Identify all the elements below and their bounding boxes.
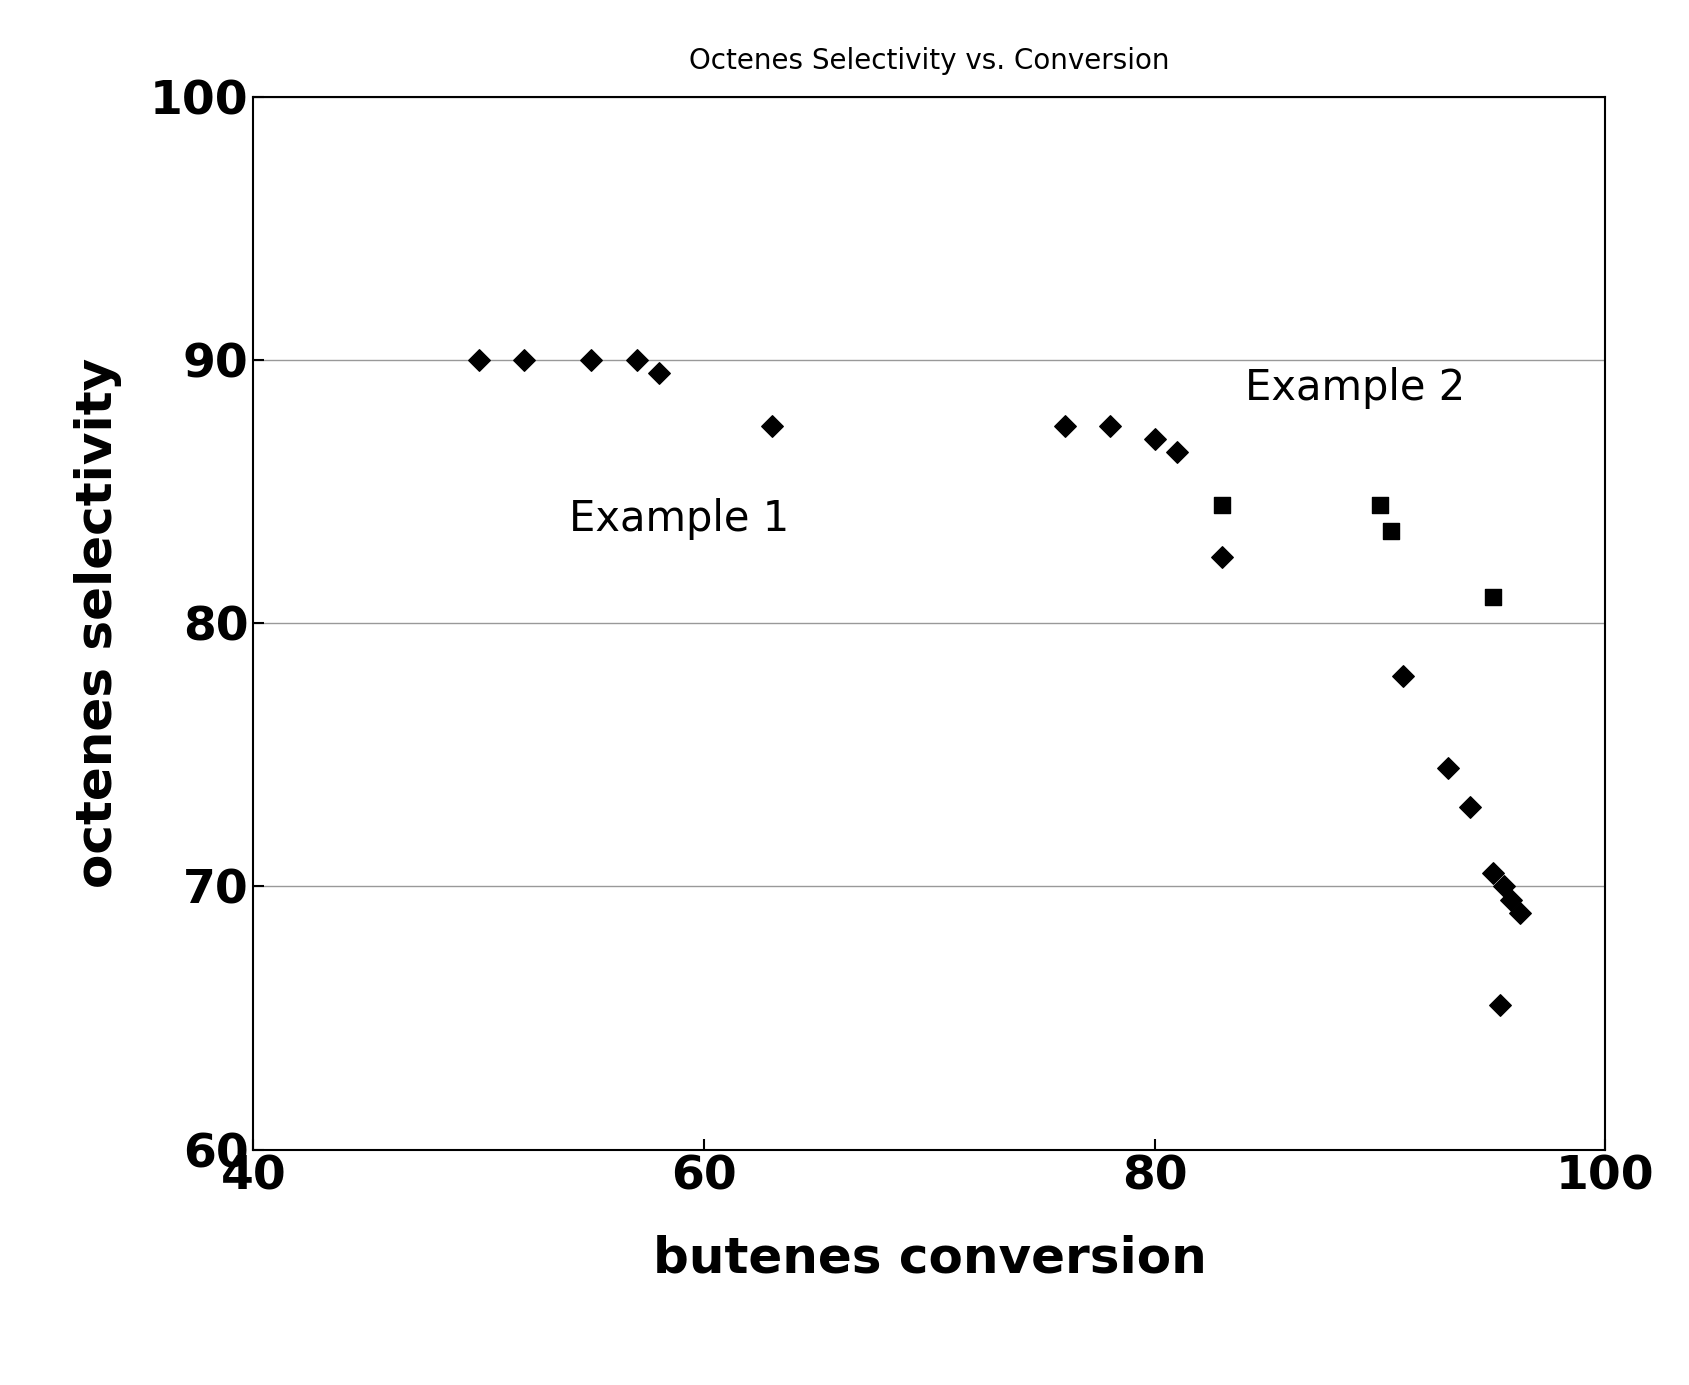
Point — [1490, 875, 1517, 897]
Point — [1456, 796, 1483, 819]
Point — [1164, 440, 1191, 463]
Point — [1478, 861, 1505, 885]
Point — [1505, 902, 1532, 924]
X-axis label: butenes conversion: butenes conversion — [652, 1234, 1206, 1283]
Point — [1140, 428, 1167, 450]
Point — [1434, 758, 1461, 780]
Text: Example 1: Example 1 — [569, 499, 789, 540]
Point — [1485, 993, 1512, 1015]
Point — [1366, 494, 1393, 517]
Point — [1208, 494, 1235, 517]
Point — [623, 349, 650, 371]
Point — [1388, 665, 1415, 687]
Point — [510, 349, 537, 371]
Point — [464, 349, 491, 371]
Point — [578, 349, 605, 371]
Point — [1051, 414, 1078, 436]
Point — [1208, 547, 1235, 569]
Point — [1377, 521, 1404, 543]
Text: Example 2: Example 2 — [1245, 367, 1464, 409]
Y-axis label: octenes selectivity: octenes selectivity — [74, 359, 122, 888]
Point — [645, 363, 672, 385]
Point — [758, 414, 785, 436]
Point — [1478, 586, 1505, 608]
Point — [1496, 889, 1523, 911]
Point — [1096, 414, 1123, 436]
Title: Octenes Selectivity vs. Conversion: Octenes Selectivity vs. Conversion — [689, 47, 1169, 75]
